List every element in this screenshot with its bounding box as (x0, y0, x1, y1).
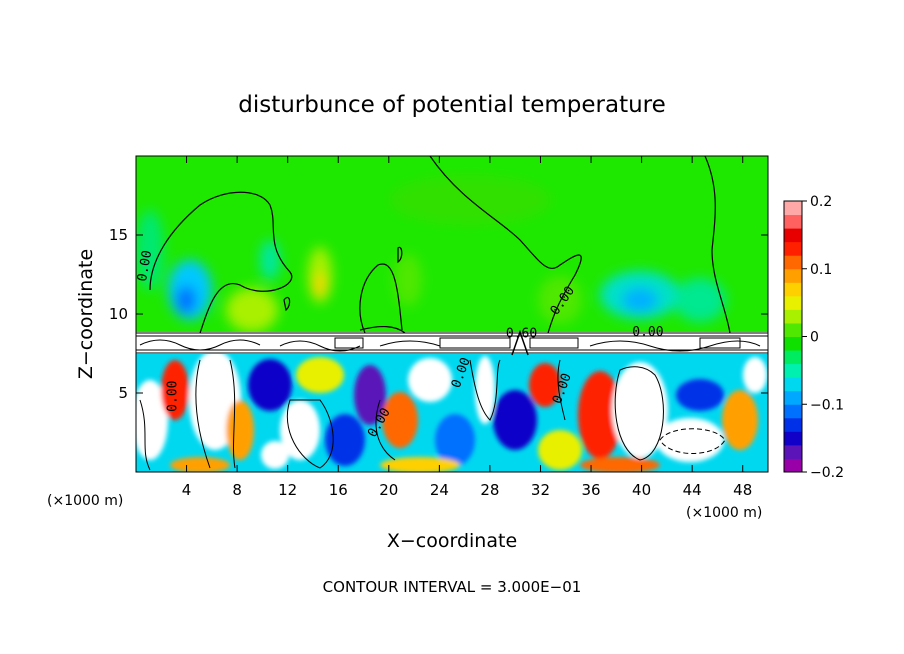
colorbar-segment (784, 255, 802, 270)
inversion-band (136, 332, 768, 354)
inversion-lines (136, 329, 768, 356)
colorbar-segment (784, 295, 802, 310)
contour-label: 0.00 (135, 249, 155, 282)
y-axis: 5 10 15 (109, 226, 768, 402)
colorbar-segment (784, 228, 802, 243)
colorbar-segment (784, 390, 802, 405)
contour-label: 0.60 (506, 327, 537, 342)
colorbar-segment (784, 214, 802, 229)
contour-interval-footer: CONTOUR INTERVAL = 3.000E−01 (323, 578, 582, 596)
x-unit-right: (×1000 m) (686, 505, 762, 521)
y-tick-label: 15 (109, 226, 128, 244)
x-tick-label: 4 (182, 481, 192, 499)
x-axis-label: X−coordinate (387, 530, 517, 552)
lower-blobs (136, 350, 767, 472)
colorbar-tick-label: 0.1 (810, 262, 832, 278)
colorbar-segment (784, 431, 802, 446)
x-tick-label: 28 (480, 481, 499, 499)
colorbar-segment (784, 268, 802, 283)
x-tick-label: 48 (733, 481, 752, 499)
colorbar-segment (784, 336, 802, 351)
x-tick-label: 12 (278, 481, 297, 499)
colorbar-segment (784, 377, 802, 392)
colorbar: 0.2 0.1 0 −0.1 −0.2 (783, 194, 844, 481)
x-tick-label: 16 (329, 481, 348, 499)
chart-title: disturbunce of potential temperature (238, 92, 666, 118)
colorbar-segment (784, 417, 802, 432)
x-tick-label: 36 (581, 481, 600, 499)
colorbar-segment (784, 363, 802, 378)
colorbar-segment (784, 444, 802, 459)
colorbar-tick-label: −0.2 (810, 465, 844, 481)
colorbar-segment (784, 458, 802, 473)
plot-area (136, 156, 768, 472)
x-tick-label: 24 (430, 481, 449, 499)
x-tick-label: 8 (232, 481, 242, 499)
contour-lines (149, 156, 731, 334)
colorbar-segment (784, 241, 802, 256)
x-unit-left: (×1000 m) (47, 493, 123, 509)
colorbar-segment (784, 201, 802, 216)
y-axis-label: Z−coordinate (75, 249, 97, 379)
y-tick-label: 5 (118, 384, 128, 402)
y-tick-label: 10 (109, 305, 128, 323)
colorbar-segment (784, 282, 802, 297)
colorbar-tick-label: −0.1 (810, 397, 844, 413)
colorbar-segment (784, 404, 802, 419)
colorbar-tick-label: 0.2 (810, 194, 832, 210)
x-axis: 4 8 12 16 20 24 28 32 36 40 44 48 (182, 156, 752, 499)
colorbar-segment (784, 350, 802, 365)
contour-label: 0.00 (632, 325, 663, 340)
colorbar-segment (784, 309, 802, 324)
x-tick-label: 40 (632, 481, 651, 499)
x-tick-label: 20 (379, 481, 398, 499)
x-tick-label: 44 (683, 481, 702, 499)
upper-blobs (136, 176, 726, 332)
contour-label: 0.00 (165, 381, 180, 412)
colorbar-tick-label: 0 (810, 330, 819, 346)
lower-contours (139, 359, 726, 471)
x-tick-label: 32 (531, 481, 550, 499)
colorbar-segment (784, 322, 802, 337)
